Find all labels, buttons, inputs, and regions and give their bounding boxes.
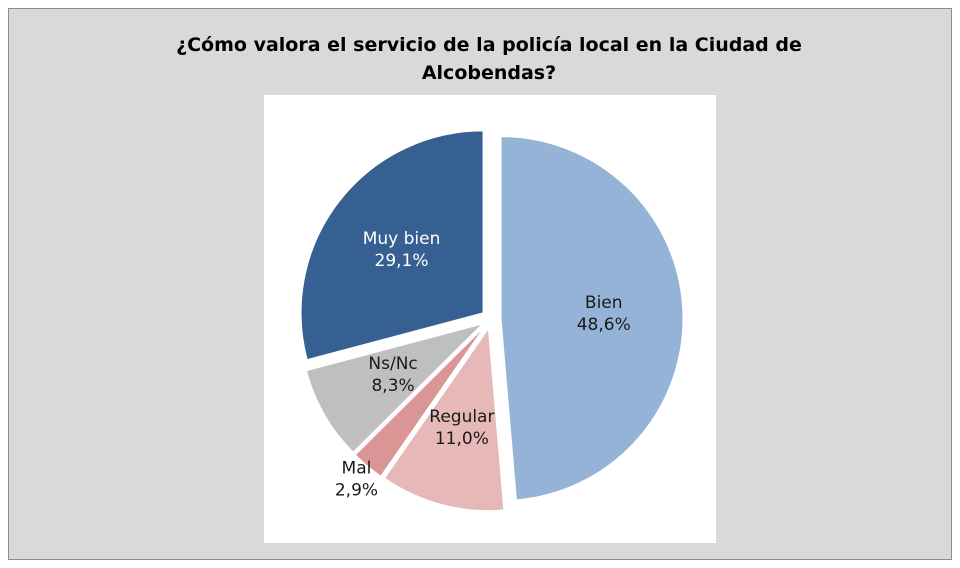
pie-slice bbox=[305, 323, 485, 453]
chart-frame: ¿Cómo valora el servicio de la policía l… bbox=[8, 8, 952, 560]
slice-label: Ns/Nc bbox=[368, 354, 417, 374]
slice-label: Bien bbox=[585, 293, 623, 313]
value-label: 48,6% bbox=[577, 315, 631, 335]
pie-slice bbox=[300, 130, 484, 361]
pie-slice bbox=[354, 326, 485, 477]
value-label: 11,0% bbox=[435, 429, 489, 449]
chart-title: ¿Cómo valora el servicio de la policía l… bbox=[176, 34, 802, 84]
slice-label: Regular bbox=[429, 407, 494, 427]
pie-slice bbox=[500, 136, 684, 501]
pie-slice bbox=[383, 327, 505, 512]
slice-label: Mal bbox=[342, 458, 372, 478]
value-label: 2,9% bbox=[335, 480, 378, 500]
slice-label: Muy bien bbox=[363, 229, 441, 249]
value-label: 29,1% bbox=[375, 251, 429, 271]
value-label: 8,3% bbox=[371, 376, 414, 396]
